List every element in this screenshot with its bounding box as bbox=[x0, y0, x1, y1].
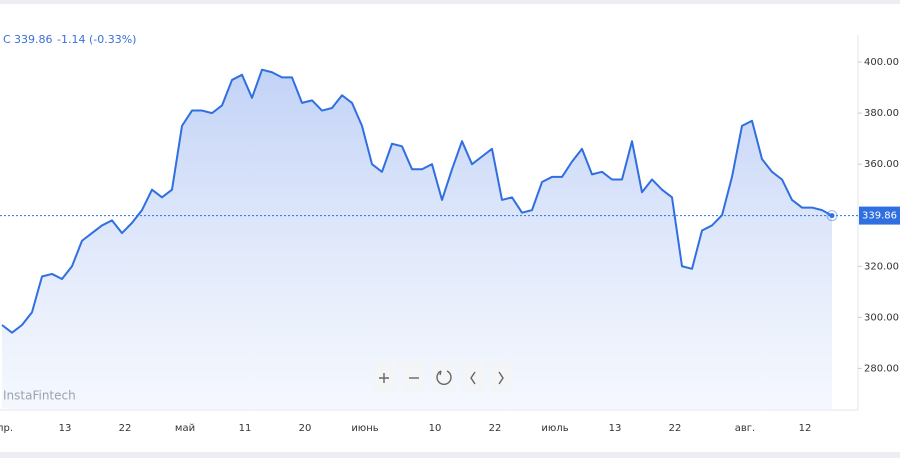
y-tick-label: 320.00 bbox=[864, 261, 899, 272]
change: -1.14 (-0.33%) bbox=[57, 33, 136, 46]
x-tick-label: 13 bbox=[59, 423, 72, 434]
zoom-in[interactable] bbox=[374, 362, 396, 392]
reset-icon bbox=[436, 370, 452, 386]
price-tag bbox=[859, 206, 900, 225]
x-tick-label: май bbox=[175, 423, 195, 434]
zoom-out[interactable] bbox=[403, 362, 425, 392]
x-tick-label: 12 bbox=[799, 423, 812, 434]
price: 339.86 bbox=[14, 33, 53, 46]
x-tick-label: июль bbox=[541, 423, 568, 434]
bottom-bar bbox=[0, 452, 900, 458]
zoom-in-icon bbox=[379, 373, 389, 383]
left-icon bbox=[470, 371, 476, 385]
y-tick-label: 400.00 bbox=[864, 57, 899, 68]
symbol: C bbox=[3, 33, 11, 46]
price-tag-label: 339.86 bbox=[862, 211, 897, 222]
plot bbox=[0, 68, 858, 410]
reset[interactable] bbox=[433, 362, 455, 392]
x-tick-label: 22 bbox=[119, 423, 132, 434]
y-tick-label: 300.00 bbox=[864, 312, 899, 323]
right-icon bbox=[498, 371, 504, 385]
scroll-left[interactable] bbox=[462, 362, 484, 392]
line bbox=[1, 68, 833, 334]
x-tick-label: 22 bbox=[669, 423, 682, 434]
x-tick-label: авг. bbox=[735, 423, 755, 434]
x-tick-label: пр. bbox=[0, 423, 13, 434]
top-bar bbox=[0, 0, 900, 4]
x-tick-label: 13 bbox=[609, 423, 622, 434]
y-tick-label: 380.00 bbox=[864, 108, 899, 119]
area bbox=[2, 69, 832, 410]
scroll-right[interactable] bbox=[490, 362, 512, 392]
x-tick-label: июнь bbox=[351, 423, 378, 434]
toolbar bbox=[374, 362, 512, 392]
y-tick-label: 360.00 bbox=[864, 159, 899, 170]
x-tick-label: 10 bbox=[429, 423, 442, 434]
x-tick-label: 20 bbox=[299, 423, 312, 434]
last-point-dot bbox=[829, 213, 835, 219]
last-point bbox=[826, 210, 838, 222]
watermark: InstaFintech bbox=[3, 389, 76, 403]
x-tick-label: 22 bbox=[489, 423, 502, 434]
y-tick-label: 280.00 bbox=[864, 363, 899, 374]
x-tick-label: 11 bbox=[239, 423, 252, 434]
